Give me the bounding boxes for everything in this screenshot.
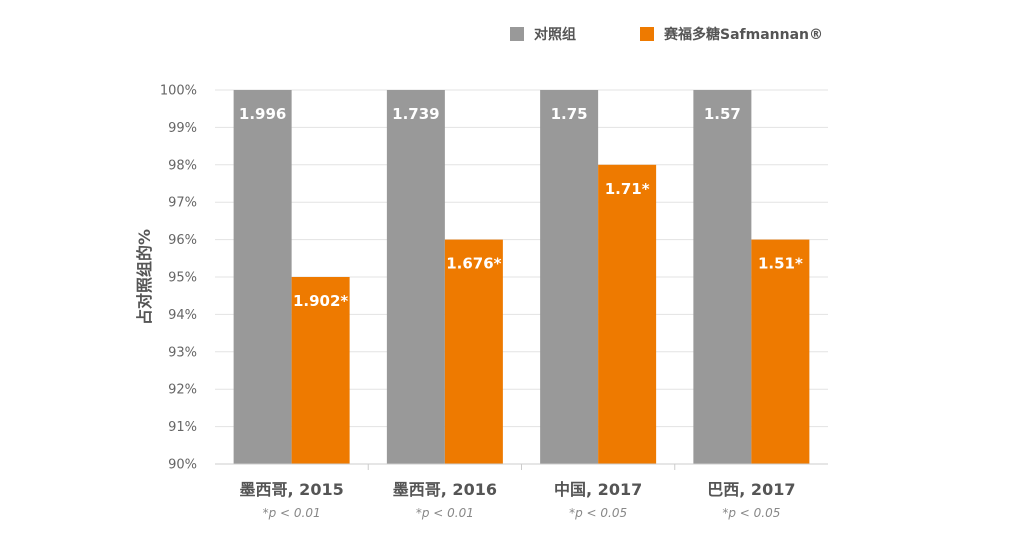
y-tick-label: 96%	[168, 233, 197, 248]
data-label: 1.57	[704, 105, 741, 123]
y-tick-label: 92%	[168, 383, 197, 398]
x-tick-label: 巴西, 2017	[707, 480, 795, 499]
y-tick-label: 98%	[168, 158, 197, 173]
x-tick-label: 墨西哥, 2016	[393, 480, 497, 499]
legend-label: 赛福多糖Safmannan®	[664, 27, 824, 43]
legend-item: 赛福多糖Safmannan®	[640, 24, 823, 44]
data-label: 1.996	[239, 105, 286, 123]
y-tick-label: 100%	[160, 84, 197, 99]
bar-safmannan	[751, 239, 810, 464]
bar-control	[233, 90, 292, 464]
bar-safmannan	[444, 239, 503, 464]
y-tick-label: 95%	[168, 271, 197, 286]
y-axis-label: 占对照组的%	[135, 229, 154, 325]
data-label: 1.71*	[605, 180, 650, 198]
data-label: 1.739	[392, 105, 439, 123]
data-label: 1.902*	[293, 292, 348, 310]
data-labels: 1.996 1.902* 1.739 1.676* 1.75 1.71* 1.57 1.51*	[239, 105, 803, 310]
bar-control	[540, 90, 599, 464]
significance-note: *p < 0.01	[416, 506, 474, 520]
data-label: 1.75	[551, 105, 588, 123]
legend-item: 对照组	[510, 24, 576, 44]
bars	[233, 90, 810, 465]
bar-control	[386, 90, 445, 464]
y-axis-ticks: 90% 91% 92% 93% 94% 95% 96% 97% 98% 99% 100%	[160, 84, 197, 473]
bar-control	[693, 90, 752, 464]
legend-swatch	[510, 27, 524, 41]
y-tick-label: 93%	[168, 345, 197, 360]
legend-label: 对照组	[534, 27, 576, 43]
data-label: 1.676*	[446, 255, 501, 273]
significance-note: *p < 0.01	[263, 506, 321, 520]
x-tick-label: 墨西哥, 2015	[240, 480, 344, 499]
significance-note: *p < 0.05	[722, 506, 780, 520]
legend-swatch	[640, 27, 654, 41]
y-tick-label: 94%	[168, 308, 197, 323]
x-tick-label: 中国, 2017	[554, 480, 642, 499]
y-tick-label: 97%	[168, 196, 197, 211]
significance-note: *p < 0.05	[569, 506, 627, 520]
y-tick-label: 91%	[168, 420, 197, 435]
x-axis-ticks: 墨西哥, 2015 *p < 0.01 墨西哥, 2016 *p < 0.01 中国, …	[240, 464, 795, 520]
data-label: 1.51*	[758, 255, 803, 273]
bar-safmannan	[598, 164, 657, 465]
bar-safmannan	[291, 277, 350, 464]
y-tick-label: 90%	[168, 458, 197, 473]
y-tick-label: 99%	[168, 121, 197, 136]
